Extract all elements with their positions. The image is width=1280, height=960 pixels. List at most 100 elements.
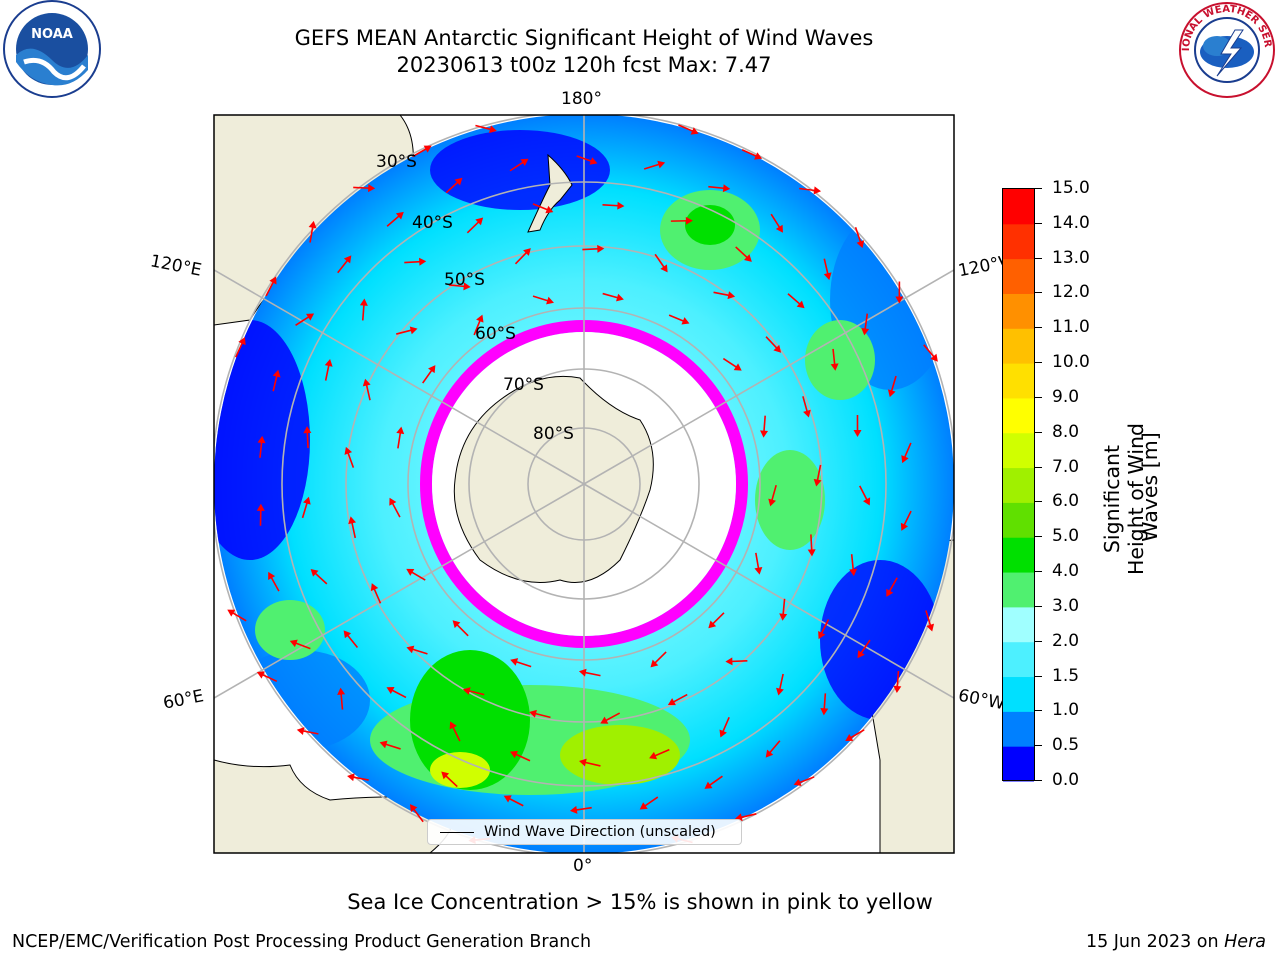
wave-arrow-head xyxy=(776,687,784,696)
wave-arrow-head xyxy=(269,276,277,285)
wave-arrow-head xyxy=(744,254,752,262)
wave-arrow-head xyxy=(704,781,713,789)
wave-arrow-head xyxy=(324,359,333,367)
colorbar-segment xyxy=(1003,676,1034,712)
wave-arrow-shaft xyxy=(576,155,594,163)
high-wave-region xyxy=(755,450,825,550)
wave-arrow-shaft xyxy=(735,246,750,260)
colorbar-segment xyxy=(1003,572,1034,608)
colorbar-segment xyxy=(1003,711,1034,747)
wave-arrow-head xyxy=(773,344,782,353)
wave-arrow-head xyxy=(396,426,405,435)
wave-arrow-head xyxy=(489,125,497,134)
wave-arrow-head xyxy=(616,293,624,302)
colorbar-tick-mark xyxy=(1035,536,1042,538)
wave-arrow-head xyxy=(569,805,578,814)
wave-arrow-head xyxy=(257,435,266,444)
wave-arrow-head xyxy=(370,583,379,592)
wave-arrow-head xyxy=(303,496,311,505)
colorbar-tick-label: 9.0 xyxy=(1052,386,1080,407)
high-wave-region xyxy=(410,650,530,790)
wave-arrow-head xyxy=(462,687,471,695)
wave-arrow-head xyxy=(856,240,865,249)
wave-arrow-head xyxy=(760,430,769,438)
wave-arrow-head xyxy=(347,773,355,782)
wave-arrow-head xyxy=(306,313,315,321)
graticule xyxy=(214,115,954,853)
colorbar-tick-mark xyxy=(1035,571,1042,573)
high-wave-region xyxy=(685,205,735,245)
wave-arrow-head xyxy=(793,778,802,787)
colorbar-segment xyxy=(1003,502,1034,538)
colorbar-tick-mark xyxy=(1035,745,1042,747)
colorbar-tick-mark xyxy=(1035,605,1042,607)
colorbar-tick-mark xyxy=(1035,222,1042,224)
wave-arrow-head xyxy=(649,751,658,760)
wave-arrow-head xyxy=(768,498,776,507)
wave-arrow-head xyxy=(926,623,935,632)
wave-arrow-head xyxy=(529,709,537,718)
colorbar xyxy=(1002,188,1035,782)
wave-arrow-head xyxy=(818,631,826,640)
noaa-logo-text: NOAA xyxy=(31,27,73,42)
colorbar-tick-label: 6.0 xyxy=(1052,491,1080,512)
colorbar-tick-mark xyxy=(1035,675,1042,677)
wave-arrow-head xyxy=(227,609,236,617)
wave-arrow-head xyxy=(813,186,822,195)
wave-arrow-head xyxy=(597,244,605,253)
land-new-zealand xyxy=(527,153,573,233)
wave-arrow-shaft xyxy=(890,375,897,394)
wave-arrow-head xyxy=(765,749,774,758)
wave-arrow-head xyxy=(238,337,246,346)
colorbar-tick-mark xyxy=(1035,780,1042,781)
wave-arrow-shaft xyxy=(708,185,727,190)
wave-arrow-shaft xyxy=(887,577,898,594)
wave-arrow-head xyxy=(857,650,865,659)
wave-arrow-head xyxy=(754,566,763,575)
wave-arrow-shaft xyxy=(738,813,757,819)
wave-arrow-shaft xyxy=(823,258,830,277)
wave-arrow-head xyxy=(849,568,858,577)
nws-logo: NATIONAL WEATHER SERVICE xyxy=(1177,0,1275,98)
colorbar-tick-label: 12.0 xyxy=(1052,282,1090,303)
wave-arrow-head xyxy=(359,298,368,306)
low-wave-region xyxy=(214,320,310,560)
wave-arrow-head xyxy=(310,568,319,577)
wave-arrow-head xyxy=(523,248,531,256)
wave-arrow-head xyxy=(660,264,668,273)
wave-arrow-head xyxy=(650,659,659,668)
colorbar-segment xyxy=(1003,328,1034,364)
colorbar-tick-label: 2.0 xyxy=(1052,630,1080,651)
low-wave-region xyxy=(230,650,370,750)
wave-arrow-head xyxy=(256,671,265,679)
wave-arrow-head xyxy=(719,729,727,738)
wave-arrow-shaft xyxy=(372,586,382,604)
wave-arrow-shaft xyxy=(864,313,869,332)
wave-arrow-shaft xyxy=(729,660,748,663)
colorbar-tick-mark xyxy=(1035,257,1042,259)
wave-arrow-head xyxy=(578,668,587,677)
wave-arrow-head xyxy=(830,363,839,371)
wave-arrow-shaft xyxy=(782,598,786,617)
wave-arrow-shaft xyxy=(390,500,401,518)
wave-arrow-shaft xyxy=(340,691,344,710)
wave-arrow-head xyxy=(303,426,312,434)
wave-arrow-head xyxy=(900,522,909,531)
wave-arrow-head xyxy=(901,455,909,464)
wave-arrow-head xyxy=(520,158,529,166)
wave-arrow-shaft xyxy=(799,187,818,192)
wave-arrow-shaft xyxy=(509,160,526,172)
colorbar-tick-label: 3.0 xyxy=(1052,595,1080,616)
wave-arrow-shaft xyxy=(778,673,784,692)
wave-arrow-head xyxy=(343,255,352,264)
wave-arrow-shaft xyxy=(832,348,836,367)
lat-label-70s: 70°S xyxy=(503,375,544,395)
wave-arrow-head xyxy=(406,645,415,654)
wave-arrow-head xyxy=(343,630,352,639)
wave-arrow-head xyxy=(930,353,938,362)
colorbar-segment xyxy=(1003,746,1034,782)
footer-credit: NCEP/EMC/Verification Post Processing Pr… xyxy=(12,932,592,952)
wave-arrow-head xyxy=(409,804,418,813)
lon-label-0: 0° xyxy=(573,856,593,876)
wave-arrow-head xyxy=(886,588,894,597)
